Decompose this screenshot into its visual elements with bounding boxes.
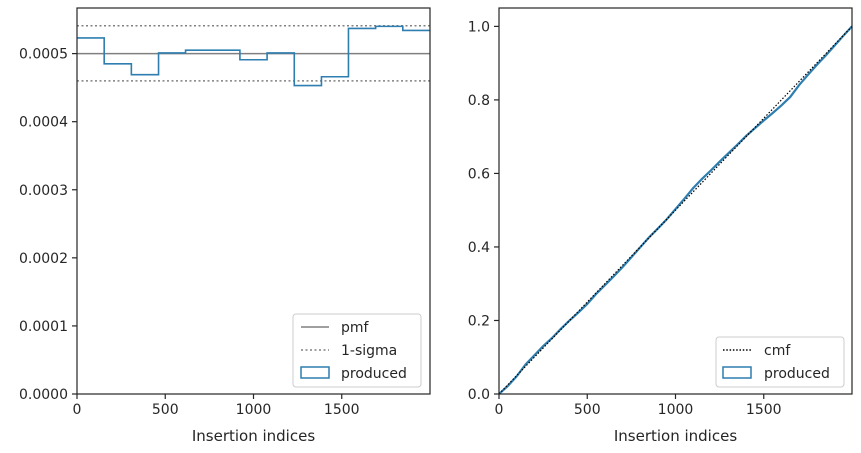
right-plot-frame — [498, 7, 853, 395]
right-chart-panel: 0 500 1000 1500 0.0 0.2 0.4 0.6 0.8 1.0 Insertion… — [468, 7, 853, 445]
left-y-tick-label: 0.0001 — [19, 319, 68, 335]
right-series-layer — [498, 25, 853, 395]
right-legend-box — [715, 336, 845, 388]
left-series-layer — [77, 24, 430, 87]
right-legend-produced-label: produced — [764, 366, 830, 382]
left-x-tick-label: 0 — [73, 402, 82, 418]
left-legend-sigma-label: 1-sigma — [341, 343, 397, 359]
right-y-tick-label: 0.6 — [468, 166, 490, 182]
left-legend-box — [292, 313, 422, 388]
left-ticks-layer: 0 500 1000 1500 0.0000 0.0001 0.0002 0.0003 0.00… — [19, 47, 360, 418]
right-cmf-series — [498, 25, 853, 395]
right-legend-cmf-label: cmf — [764, 343, 791, 359]
left-legend-produced-swatch — [300, 366, 330, 379]
left-y-tick-label: 0.0003 — [19, 183, 68, 199]
left-legend-produced-label: produced — [341, 366, 407, 382]
right-x-axis-label: Insertion indices — [614, 427, 737, 445]
left-x-tick-label: 1500 — [324, 402, 360, 418]
left-y-tick-label: 0.0000 — [19, 387, 68, 403]
left-x-axis-label: Insertion indices — [192, 427, 315, 445]
right-x-tick-label: 0 — [495, 402, 504, 418]
left-legend-pmf-label: pmf — [341, 320, 370, 336]
right-produced-series — [498, 25, 853, 395]
left-chart-panel: 0 500 1000 1500 0.0000 0.0001 0.0002 0.0003 0.00… — [19, 7, 431, 445]
left-y-tick-label: 0.0005 — [19, 47, 68, 63]
left-y-tick-label: 0.0004 — [19, 115, 68, 131]
left-x-tick-label: 500 — [152, 402, 179, 418]
left-produced-step-series — [77, 25, 430, 87]
right-y-tick-label: 0.8 — [468, 93, 490, 109]
right-y-tick-label: 0.2 — [468, 313, 490, 329]
left-y-tick-label: 0.0002 — [19, 251, 68, 267]
right-y-tick-label: 1.0 — [468, 19, 490, 35]
right-x-tick-label: 1500 — [746, 402, 782, 418]
right-legend: cmf produced — [715, 336, 845, 388]
left-x-tick-label: 1000 — [236, 402, 272, 418]
right-y-tick-label: 0.0 — [468, 387, 490, 403]
left-legend: pmf 1-sigma produced — [292, 313, 422, 388]
right-y-tick-label: 0.4 — [468, 240, 490, 256]
right-ticks-layer: 0 500 1000 1500 0.0 0.2 0.4 0.6 0.8 1.0 — [468, 19, 782, 418]
right-x-tick-label: 1000 — [658, 402, 694, 418]
right-legend-produced-swatch — [722, 366, 752, 379]
right-x-tick-label: 500 — [574, 402, 601, 418]
